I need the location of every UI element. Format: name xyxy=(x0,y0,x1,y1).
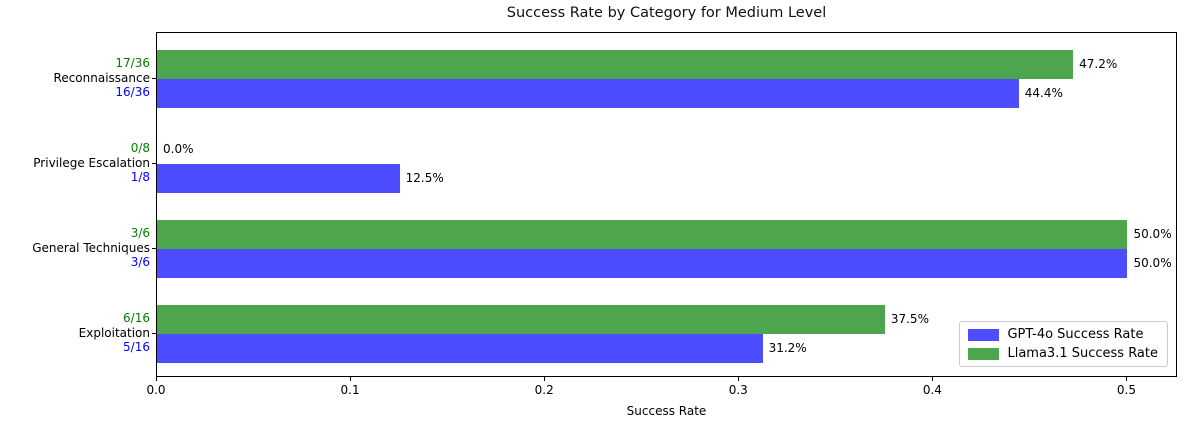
bar-value-label: 44.4% xyxy=(1024,86,1063,100)
x-tick-label: 0.0 xyxy=(146,383,166,397)
bar-value-label: 0.0% xyxy=(163,142,194,156)
fraction-label-gpt4o: 1/8 xyxy=(130,170,150,184)
y-tick-mark xyxy=(152,77,156,79)
bar-llama3-1-exploitation xyxy=(157,304,885,334)
x-tick-mark xyxy=(1126,377,1128,381)
y-axis-labels: 17/36 Reconnaissance 16/36 0/8 Privilege Esc… xyxy=(0,32,150,377)
fraction-label-gpt4o: 16/36 xyxy=(115,85,150,99)
bar-value-label: 12.5% xyxy=(405,171,444,185)
legend-item-llama31: Llama3.1 Success Rate xyxy=(968,346,1158,361)
category-label: General Techniques xyxy=(32,240,150,255)
x-tick-label: 0.3 xyxy=(728,383,748,397)
fraction-label-llama31: 0/8 xyxy=(130,141,150,155)
fraction-label-llama31: 17/36 xyxy=(115,56,150,70)
legend-swatch-gpt4o-icon xyxy=(968,328,1000,341)
legend-label-gpt4o: GPT-4o Success Rate xyxy=(1007,327,1144,342)
fraction-label-llama31: 3/6 xyxy=(130,226,150,240)
y-tick-mark xyxy=(152,162,156,164)
bar-gpt-4o-reconnaissance xyxy=(157,78,1019,108)
fraction-label-gpt4o: 3/6 xyxy=(130,255,150,269)
plot-area: GPT-4o Success Rate Llama3.1 Success Rat… xyxy=(156,32,1177,377)
bar-llama3-1-reconnaissance xyxy=(157,49,1074,79)
bar-value-label: 37.5% xyxy=(890,312,929,326)
bar-gpt-4o-privilege-escalation xyxy=(157,163,400,193)
y-tick-mark xyxy=(152,332,156,334)
x-tick-label: 0.1 xyxy=(340,383,360,397)
x-tick-label: 0.4 xyxy=(922,383,942,397)
bar-gpt-4o-exploitation xyxy=(157,333,763,363)
x-tick-label: 0.2 xyxy=(534,383,554,397)
x-tick-mark xyxy=(156,377,157,381)
legend-swatch-llama31-icon xyxy=(968,347,1000,360)
chart-title: Success Rate by Category for Medium Leve… xyxy=(506,5,827,21)
legend-label-llama31: Llama3.1 Success Rate xyxy=(1007,346,1158,361)
bar-value-label: 50.0% xyxy=(1133,256,1172,270)
fraction-label-gpt4o: 5/16 xyxy=(123,340,150,354)
x-tick-mark xyxy=(738,377,740,381)
bar-value-label: 50.0% xyxy=(1133,227,1172,241)
x-tick-mark xyxy=(350,377,352,381)
x-tick-mark xyxy=(932,377,934,381)
x-tick-mark xyxy=(544,377,546,381)
x-tick-label: 0.5 xyxy=(1116,383,1137,397)
legend: GPT-4o Success Rate Llama3.1 Success Rat… xyxy=(959,321,1168,367)
x-axis-title: Success Rate xyxy=(626,404,707,418)
y-tick-mark xyxy=(152,247,156,249)
bar-value-label: 31.2% xyxy=(768,341,807,355)
fraction-label-llama31: 6/16 xyxy=(123,311,150,325)
bar-gpt-4o-general-techniques xyxy=(157,248,1128,278)
category-label: Exploitation xyxy=(78,325,150,340)
bar-value-label: 47.2% xyxy=(1079,57,1118,71)
legend-item-gpt4o: GPT-4o Success Rate xyxy=(968,327,1158,342)
category-label: Privilege Escalation xyxy=(33,155,150,170)
bar-llama3-1-general-techniques xyxy=(157,219,1128,249)
category-label: Reconnaissance xyxy=(53,70,150,85)
